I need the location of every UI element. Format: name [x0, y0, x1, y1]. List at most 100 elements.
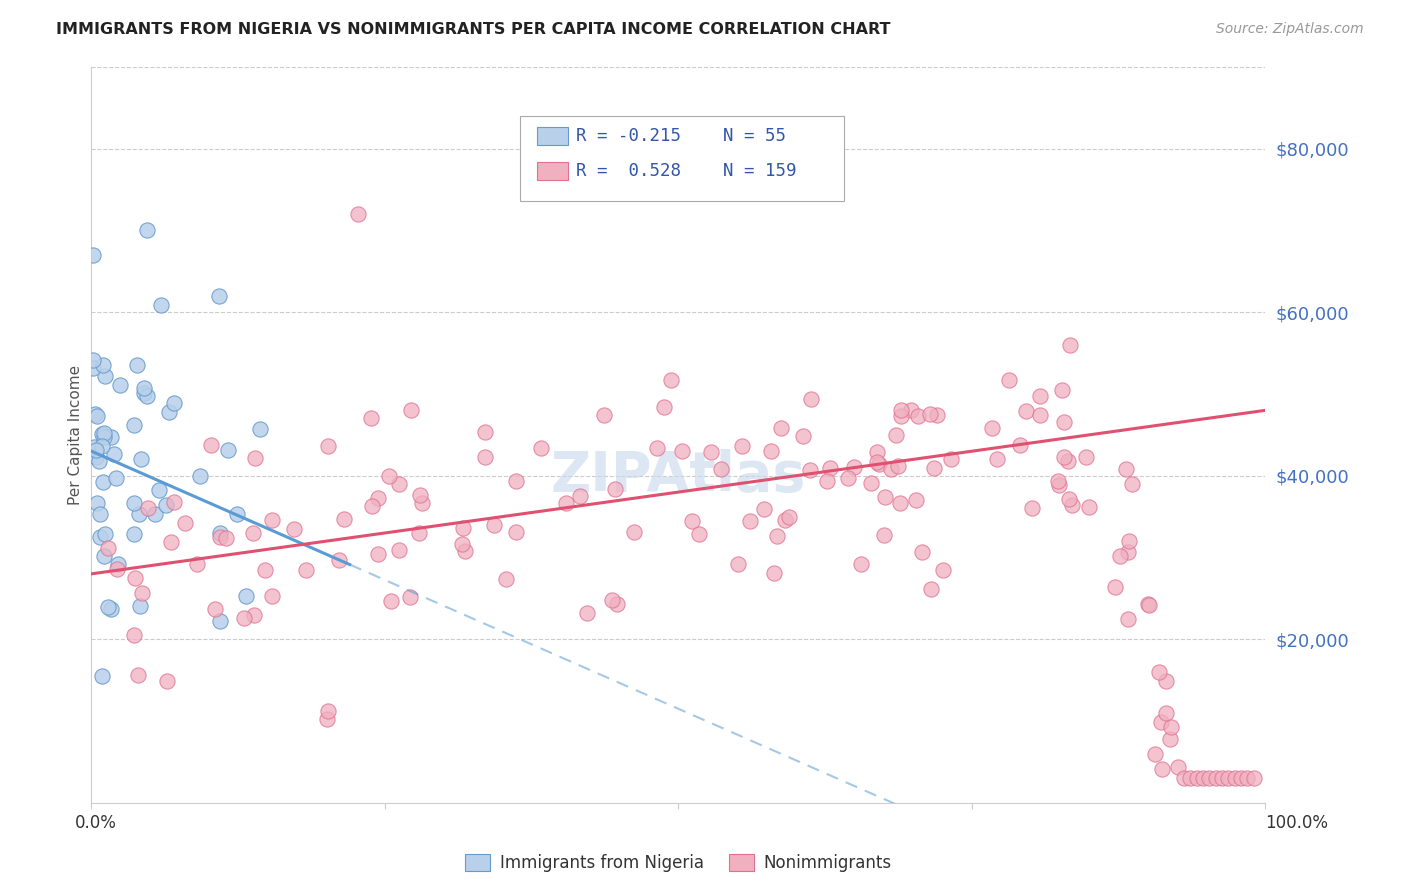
- Point: [1150, 714, 1173, 729]
- Point: [1218, 771, 1240, 786]
- Point: [105, 562, 128, 576]
- Point: [380, 593, 402, 607]
- Point: [671, 443, 693, 458]
- Point: [1137, 598, 1160, 612]
- Point: [905, 492, 928, 507]
- Point: [128, 507, 150, 521]
- Point: [235, 590, 257, 604]
- Point: [82, 447, 104, 461]
- Point: [495, 572, 517, 586]
- Point: [1173, 771, 1195, 786]
- Point: [1236, 771, 1258, 786]
- Point: [775, 513, 797, 527]
- Point: [1121, 477, 1143, 491]
- Point: [262, 589, 284, 603]
- Point: [530, 442, 553, 456]
- Point: [1167, 760, 1189, 774]
- Text: R = -0.215    N = 55: R = -0.215 N = 55: [576, 127, 786, 145]
- Point: [124, 496, 146, 510]
- Point: [254, 563, 277, 577]
- Point: [188, 469, 211, 483]
- Point: [1010, 438, 1032, 452]
- Point: [1116, 611, 1139, 625]
- Point: [124, 571, 146, 585]
- Point: [316, 704, 339, 718]
- Point: [1062, 498, 1084, 512]
- Point: [127, 667, 149, 681]
- Point: [163, 396, 186, 410]
- Point: [104, 471, 127, 485]
- Point: [700, 445, 723, 459]
- Point: [1156, 674, 1178, 689]
- Point: [132, 381, 155, 395]
- Point: [91, 427, 114, 442]
- Legend: Immigrants from Nigeria, Nonimmigrants: Immigrants from Nigeria, Nonimmigrants: [458, 847, 898, 880]
- Point: [1050, 383, 1073, 397]
- Point: [623, 524, 645, 539]
- Point: [388, 476, 411, 491]
- Point: [837, 471, 859, 485]
- Point: [1147, 665, 1170, 679]
- Point: [1053, 450, 1076, 464]
- Point: [932, 563, 955, 577]
- Point: [134, 386, 156, 401]
- Point: [1029, 408, 1052, 422]
- Point: [762, 566, 785, 580]
- Point: [411, 496, 433, 510]
- Point: [249, 422, 271, 436]
- Point: [505, 524, 527, 539]
- Point: [1198, 771, 1220, 786]
- Point: [1104, 580, 1126, 594]
- Point: [294, 563, 316, 577]
- Point: [91, 358, 114, 372]
- Point: [108, 378, 131, 392]
- Point: [94, 368, 117, 383]
- Point: [451, 537, 474, 551]
- Text: R =  0.528    N = 159: R = 0.528 N = 159: [576, 162, 797, 180]
- Point: [129, 452, 152, 467]
- Point: [593, 408, 616, 422]
- Point: [89, 530, 111, 544]
- Point: [925, 408, 948, 422]
- Point: [482, 518, 505, 533]
- Point: [1223, 771, 1246, 786]
- Point: [318, 439, 340, 453]
- Text: Source: ZipAtlas.com: Source: ZipAtlas.com: [1216, 22, 1364, 37]
- Point: [799, 463, 821, 477]
- Point: [911, 545, 934, 559]
- Point: [576, 606, 599, 620]
- Point: [128, 599, 150, 614]
- Text: ZIPAtlas: ZIPAtlas: [551, 449, 806, 503]
- Point: [243, 450, 266, 465]
- Point: [1143, 747, 1166, 762]
- Point: [1047, 478, 1070, 492]
- Point: [1159, 732, 1181, 747]
- Point: [86, 409, 108, 423]
- Point: [122, 417, 145, 432]
- Point: [980, 421, 1002, 435]
- Point: [367, 491, 389, 505]
- Point: [1192, 771, 1215, 786]
- Point: [84, 443, 107, 458]
- Point: [600, 593, 623, 607]
- Point: [283, 522, 305, 536]
- Point: [100, 430, 122, 444]
- Point: [873, 490, 896, 504]
- Point: [681, 514, 703, 528]
- Text: 100.0%: 100.0%: [1265, 814, 1327, 831]
- Point: [136, 223, 159, 237]
- Point: [408, 525, 430, 540]
- Point: [688, 527, 710, 541]
- Point: [217, 442, 239, 457]
- Point: [752, 502, 775, 516]
- Point: [215, 531, 238, 545]
- Point: [1029, 389, 1052, 403]
- Point: [91, 439, 114, 453]
- Point: [86, 495, 108, 509]
- Point: [226, 507, 249, 521]
- Point: [1180, 771, 1202, 786]
- Text: 0.0%: 0.0%: [75, 814, 117, 831]
- Point: [759, 444, 782, 458]
- Point: [710, 461, 733, 475]
- Point: [204, 602, 226, 616]
